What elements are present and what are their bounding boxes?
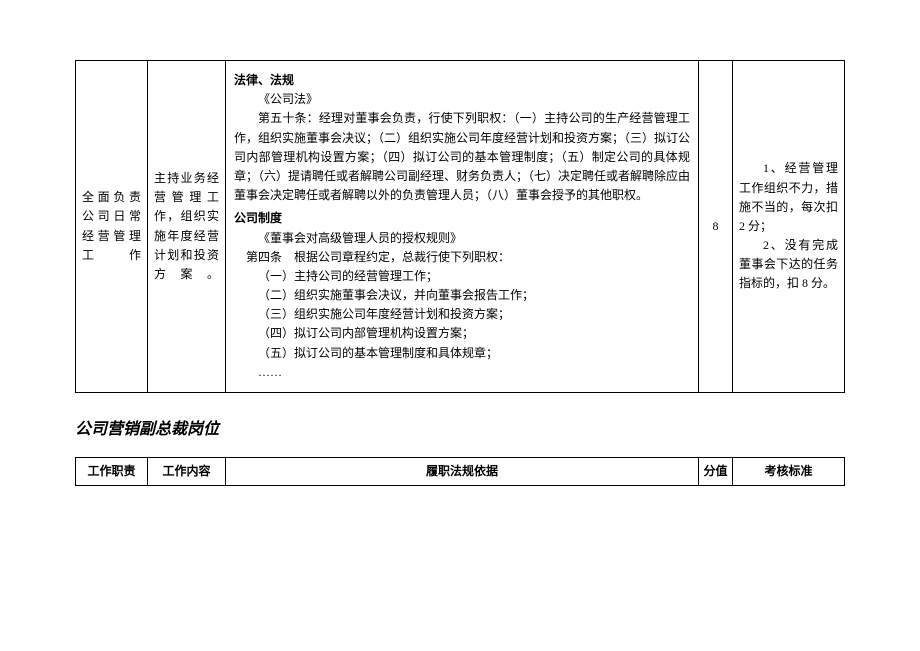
score-value: 8 bbox=[713, 219, 719, 233]
company-line-4: （四）拟订公司内部管理机构设置方案； bbox=[234, 324, 690, 343]
company-subtitle: 《董事会对高级管理人员的授权规则》 bbox=[234, 229, 690, 248]
table-header-row: 工作职责 工作内容 履职法规依据 分值 考核标准 bbox=[76, 457, 845, 485]
section-heading-vp-marketing: 公司营销副总裁岗位 bbox=[75, 417, 845, 443]
duty-content-text: 主持业务经营管理工作，组织实施年度经营计划和投资方案。 bbox=[154, 169, 219, 284]
company-line-5: （五）拟订公司的基本管理制度和具体规章； bbox=[234, 344, 690, 363]
duty-title-text: 全面负责公司日常经营管理工作 bbox=[82, 188, 141, 265]
header-criteria: 考核标准 bbox=[733, 457, 845, 485]
law-subtitle: 《公司法》 bbox=[234, 90, 690, 109]
table-row: 全面负责公司日常经营管理工作 主持业务经营管理工作，组织实施年度经营计划和投资方… bbox=[76, 61, 845, 393]
cell-score: 8 bbox=[699, 61, 733, 393]
section-title-law: 法律、法规 bbox=[234, 71, 690, 90]
cell-criteria: 1、经营管理工作组织不力，措施不当的，每次扣 2 分； 2、没有完成董事会下达的… bbox=[733, 61, 845, 393]
header-duty-content: 工作内容 bbox=[148, 457, 226, 485]
company-line-2: （二）组织实施董事会决议，并向董事会报告工作； bbox=[234, 286, 690, 305]
company-line-1: （一）主持公司的经营管理工作； bbox=[234, 267, 690, 286]
header-duty-title: 工作职责 bbox=[76, 457, 148, 485]
company-line-0: 第四条 根据公司章程约定，总裁行使下列职权： bbox=[234, 248, 690, 267]
duties-table-1: 全面负责公司日常经营管理工作 主持业务经营管理工作，组织实施年度经营计划和投资方… bbox=[75, 60, 845, 393]
duties-table-2-header: 工作职责 工作内容 履职法规依据 分值 考核标准 bbox=[75, 457, 845, 486]
criteria-p1: 1、经营管理工作组织不力，措施不当的，每次扣 2 分； bbox=[739, 159, 838, 236]
header-legal-basis: 履职法规依据 bbox=[226, 457, 699, 485]
cell-legal-basis: 法律、法规 《公司法》 第五十条：经理对董事会负责，行使下列职权：（一）主持公司… bbox=[226, 61, 699, 393]
document-page: 全面负责公司日常经营管理工作 主持业务经营管理工作，组织实施年度经营计划和投资方… bbox=[0, 0, 920, 516]
cell-duty-title: 全面负责公司日常经营管理工作 bbox=[76, 61, 148, 393]
header-score: 分值 bbox=[699, 457, 733, 485]
cell-duty-content: 主持业务经营管理工作，组织实施年度经营计划和投资方案。 bbox=[148, 61, 226, 393]
criteria-p2: 2、没有完成董事会下达的任务指标的，扣 8 分。 bbox=[739, 236, 838, 294]
company-line-3: （三）组织实施公司年度经营计划和投资方案； bbox=[234, 305, 690, 324]
section-title-company: 公司制度 bbox=[234, 209, 690, 228]
company-line-ellipsis: …… bbox=[234, 363, 690, 382]
law-body: 第五十条：经理对董事会负责，行使下列职权：（一）主持公司的生产经营管理工作，组织… bbox=[234, 109, 690, 205]
